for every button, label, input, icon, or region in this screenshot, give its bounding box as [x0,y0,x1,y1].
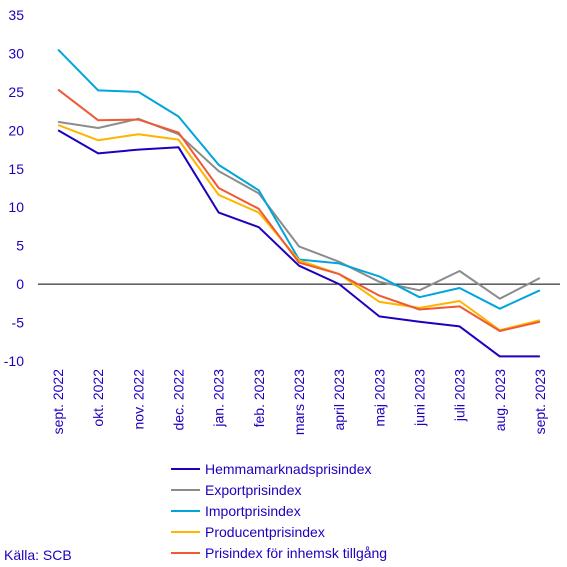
source-note: Källa: SCB [4,547,72,563]
x-tick-label: juli 2023 [452,369,468,422]
y-tick-label: 25 [8,84,24,100]
x-tick-label: aug. 2023 [492,369,508,431]
legend-label: Importprisindex [205,503,301,519]
series-line-3 [57,48,541,310]
series-lines [57,48,541,358]
legend: Hemmamarknadsprisindex Exportprisindex Imp… [171,461,387,561]
x-tick-label: okt. 2022 [90,369,106,427]
legend-label: Prisindex för inhemsk tillgång [205,545,387,561]
y-tick-label: 0 [16,276,24,292]
x-tick-label: sept. 2023 [532,369,548,435]
series-line-2 [57,117,541,300]
x-tick-label: sept. 2022 [50,369,66,435]
y-tick-label: 5 [16,238,24,254]
series-line-1 [57,129,540,358]
y-tick-label: 35 [8,7,24,23]
x-tick-label: nov. 2022 [130,369,146,430]
x-tick-label: april 2023 [331,369,347,431]
x-tick-label: maj 2023 [371,369,387,427]
series-line-5 [57,88,541,332]
legend-label: Hemmamarknadsprisindex [205,461,372,477]
x-tick-label: mars 2023 [291,369,307,435]
y-tick-label: 20 [8,122,24,138]
y-tick-label: 15 [8,161,24,177]
x-tick-label: dec. 2022 [171,369,187,431]
series-line-4 [57,124,541,332]
y-tick-label: 10 [8,199,24,215]
y-tick-label: -5 [12,315,25,331]
y-tick-label: -10 [4,353,24,369]
y-tick-label: 30 [8,45,24,61]
legend-label: Exportprisindex [205,482,302,498]
x-tick-label: feb. 2023 [251,369,267,428]
x-axis-tick-labels: sept. 2022 okt. 2022 nov. 2022 dec. 2022 jan… [50,369,548,435]
x-tick-label: jan. 2023 [211,369,227,428]
x-tick-label: juni 2023 [411,369,427,427]
y-axis-tick-labels: 35 30 25 20 15 10 5 0 -5 -10 [4,7,24,369]
legend-label: Producentprisindex [205,524,325,540]
